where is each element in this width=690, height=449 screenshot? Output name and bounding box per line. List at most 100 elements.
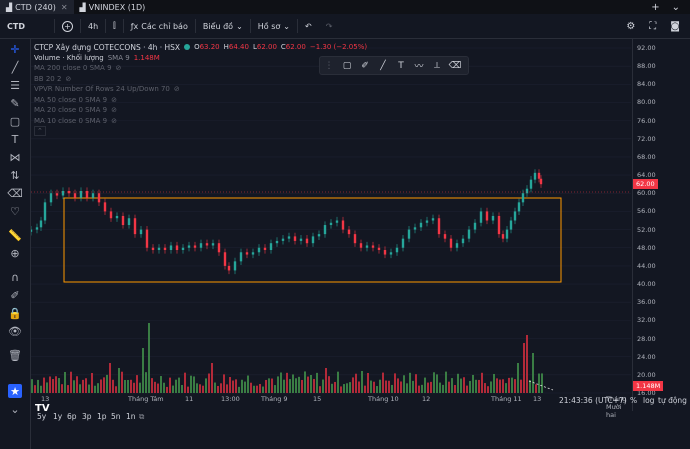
volume-bar [508,377,510,393]
range-3m[interactable]: 3p [82,412,92,421]
range-5d[interactable]: 5n [111,412,121,421]
interval-button[interactable]: 4h [81,14,105,38]
eye-icon[interactable]: 👁 [8,324,22,338]
trash-icon[interactable]: 🗑 [8,348,22,362]
volume-bar [187,386,189,393]
volume-bar [400,381,402,393]
close-icon[interactable]: ✕ [60,2,68,12]
horizontal-lines-icon[interactable]: ☰ [10,78,20,92]
legend-ma20-row[interactable]: MA 20 close 0 SMA 9 ⊘ [34,105,367,116]
heart-icon[interactable]: ♡ [10,204,20,218]
text-icon[interactable]: T [398,60,404,71]
fullscreen-icon[interactable]: ⛶ [649,20,657,32]
chevron-down-icon[interactable]: ⌄ [10,402,20,416]
price-tick: 16.00 [637,389,656,397]
range-1m[interactable]: 1p [97,412,107,421]
price-axis[interactable]: 92.00 88.00 84.00 80.00 76.00 72.00 68.00 64.00… [632,38,690,411]
candle-body [251,252,255,255]
camera-icon[interactable]: ◙ [670,20,680,32]
rectangle-icon[interactable]: ▢ [9,114,21,128]
eye-off-icon[interactable]: ⊘ [111,106,117,115]
range-6m[interactable]: 6p [67,412,77,421]
candle-type-button[interactable]: ⫿ [106,14,123,38]
candle-body [537,172,541,179]
candle-body [103,202,107,212]
date-range-icon[interactable]: ⧉ [139,412,145,421]
settings-icon[interactable]: ⚙ [626,20,636,32]
candle-body [175,245,179,251]
eye-off-icon[interactable]: ⊘ [111,116,117,125]
drag-handle-icon[interactable]: ⋮ [324,60,334,71]
price-chart[interactable]: TV [31,38,631,411]
measure-icon[interactable]: ⌫ [7,186,23,200]
eye-off-icon[interactable]: ⊘ [115,64,122,73]
candle-body [245,252,249,255]
rectangle-icon[interactable]: ▢ [342,60,352,71]
star-icon[interactable]: ★ [8,384,22,398]
volume-bar [268,378,270,393]
candle-body [419,222,423,228]
layout-button[interactable]: Biểu đồ ⌄ [196,14,250,38]
volume-bar [337,371,339,393]
brush-icon[interactable]: ✐ [361,60,369,71]
volume-bar [43,377,45,393]
auto-toggle[interactable]: tự động [658,396,687,405]
eraser-icon[interactable]: ⌫ [448,60,462,71]
chevron-up-icon[interactable]: ⌃ [34,126,46,137]
crosshair-icon[interactable]: ✛ [10,42,20,56]
volume-bar [325,368,327,393]
forecast-icon[interactable]: ⇅ [10,168,20,182]
plus-icon[interactable]: + [651,1,660,13]
path-icon[interactable]: 〰 [414,62,424,72]
text-icon[interactable]: T [11,132,19,146]
candle-body [497,215,501,235]
magnet-icon[interactable]: ∩ [10,270,20,284]
chevron-down-icon[interactable]: ⌄ [671,1,680,13]
ruler-icon[interactable]: ⟂ [433,60,440,71]
range-1y[interactable]: 1y [53,412,63,421]
price-tick: 36.00 [637,298,656,307]
legend-ma10-row[interactable]: MA 10 close 0 SMA 9 ⊘ [34,116,367,127]
range-1d[interactable]: 1n [126,412,136,421]
pattern-icon[interactable]: ⋈ [9,150,21,164]
time-axis[interactable]: 13 Tháng Tám 11 13:00 Tháng 9 15 Tháng 1… [31,392,631,419]
legend-ma200-row[interactable]: MA 200 close 0 SMA 9 ⊘ [34,63,367,74]
candle-body [257,247,261,253]
symbol-search[interactable]: CTD [0,14,54,38]
zoom-in-icon[interactable]: ⊕ [10,246,20,260]
ruler-icon[interactable]: 📏 [8,228,22,242]
legend-bb-row[interactable]: BB 20 2 ⊘ [34,74,367,85]
time-tick: Tháng Tám [128,395,164,403]
clock[interactable]: 21:43:36 (UTC+7) [559,396,627,405]
legend-vpvr-row[interactable]: VPVR Number Of Rows 24 Up/Down 70 ⊘ [34,84,367,95]
candle-body [35,227,39,230]
brush-icon[interactable]: ✎ [10,96,20,110]
redo-button[interactable]: ↷ [319,14,340,38]
candles-icon: ⫿ [113,21,116,30]
tab-ctd[interactable]: ▟ CTD (240) ✕ [0,0,74,14]
volume-bar [370,380,372,393]
compare-button[interactable]: + [55,14,80,38]
eye-off-icon[interactable]: ⊘ [111,95,117,104]
undo-button[interactable]: ↶ [298,14,319,38]
legend-title-row[interactable]: CTCP Xây dựng COTECCONS · 4h · HSX O63.2… [34,42,367,53]
legend-ma50-row[interactable]: MA 50 close 0 SMA 9 ⊘ [34,95,367,106]
tab-vnindex[interactable]: ▟ VNINDEX (1D) [74,0,152,14]
pencil-lock-icon[interactable]: ✐ [10,288,20,302]
templates-button[interactable]: Hồ sơ ⌄ [251,14,297,38]
volume-bar [241,379,243,393]
legend-volume-row[interactable]: Volume · Khối lượng SMA 9 1.148M [34,53,367,64]
lock-icon[interactable]: 🔒 [8,306,22,320]
candle-body [67,190,71,194]
eye-off-icon[interactable]: ⊘ [173,85,180,94]
range-5y[interactable]: 5y [37,412,47,421]
indicators-button[interactable]: ƒx Các chỉ báo [124,14,195,38]
trendline-icon[interactable]: ╱ [11,60,19,74]
percent-toggle[interactable]: % [630,396,638,405]
legend-collapse-row[interactable]: ⌃ [34,126,367,137]
volume-bar [274,385,276,393]
log-toggle[interactable]: log [643,396,655,405]
eye-off-icon[interactable]: ⊘ [65,74,72,83]
line-icon[interactable]: ╱ [380,60,386,71]
chart-legend: CTCP Xây dựng COTECCONS · 4h · HSX O63.2… [34,42,367,137]
